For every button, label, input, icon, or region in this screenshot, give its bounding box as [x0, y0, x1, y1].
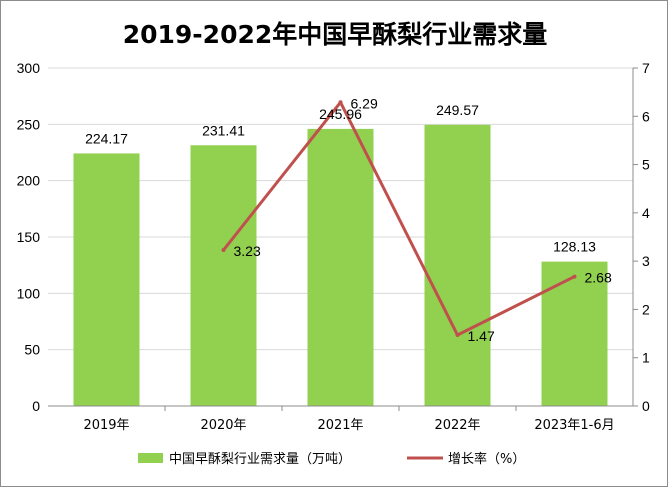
left-axis-tick-label: 200 — [17, 173, 41, 189]
bar-data-label: 224.17 — [85, 130, 128, 146]
data-labels: 224.17 231.41 245.96 249.57 128.13 3.23 6.29 1.… — [85, 95, 612, 344]
bar-series — [73, 124, 608, 406]
chart-title: 2019-2022年中国早酥梨行业需求量 — [123, 20, 548, 49]
legend-label-bar: 中国早酥梨行业需求量（万吨） — [169, 452, 351, 467]
right-axis-tick-label: 0 — [642, 398, 650, 414]
bar-data-label: 245.96 — [319, 106, 362, 122]
right-axis-tick-label: 6 — [642, 108, 650, 124]
right-axis-tick-label: 4 — [642, 205, 650, 221]
left-axis-tick-label: 0 — [32, 398, 40, 414]
legend: 中国早酥梨行业需求量（万吨） 增长率（%） — [138, 451, 525, 467]
left-axis-tick-label: 100 — [17, 285, 41, 301]
growth-rate-line — [222, 100, 576, 337]
right-axis-tick-label: 7 — [642, 60, 650, 76]
line-point — [221, 248, 226, 253]
left-axis-tick-label: 50 — [24, 342, 40, 358]
right-axis-tick-label: 3 — [642, 253, 650, 269]
legend-label-line: 增长率（%） — [448, 451, 525, 467]
bar-data-label: 249.57 — [436, 102, 479, 118]
x-axis-category-label: 2023年1-6月 — [534, 418, 614, 433]
bar — [73, 153, 140, 406]
bar-data-label: 128.13 — [553, 239, 596, 255]
left-axis-tick-label: 250 — [17, 116, 41, 132]
left-axis-tick-label: 300 — [17, 60, 41, 76]
x-axis-category-label: 2021年 — [317, 418, 363, 433]
line-data-label: 6.29 — [351, 95, 378, 111]
bar — [307, 128, 374, 406]
x-axis-category-label: 2020年 — [200, 418, 246, 433]
right-axis-tick-label: 1 — [642, 350, 650, 366]
line-data-label: 2.68 — [585, 270, 612, 286]
x-axis-category-label: 2019年 — [83, 418, 129, 433]
bar-data-label: 231.41 — [202, 122, 245, 138]
line-point — [572, 274, 577, 279]
left-axis-tick-label: 150 — [17, 229, 41, 245]
bar — [424, 124, 491, 406]
axes: 0 50 100 150 200 250 300 0 1 2 3 4 5 6 7 2019年 2020年 2021… — [17, 60, 650, 433]
right-axis-tick-label: 5 — [642, 157, 650, 173]
line-data-label: 1.47 — [468, 328, 495, 344]
line-series — [221, 100, 577, 338]
legend-swatch-bar — [138, 453, 163, 463]
bar — [541, 261, 608, 406]
x-axis-category-label: 2022年 — [434, 418, 480, 433]
right-axis-tick-label: 2 — [642, 301, 650, 317]
line-data-label: 3.23 — [234, 243, 261, 259]
line-point — [455, 333, 460, 338]
bar — [190, 145, 257, 406]
line-point — [338, 100, 343, 105]
